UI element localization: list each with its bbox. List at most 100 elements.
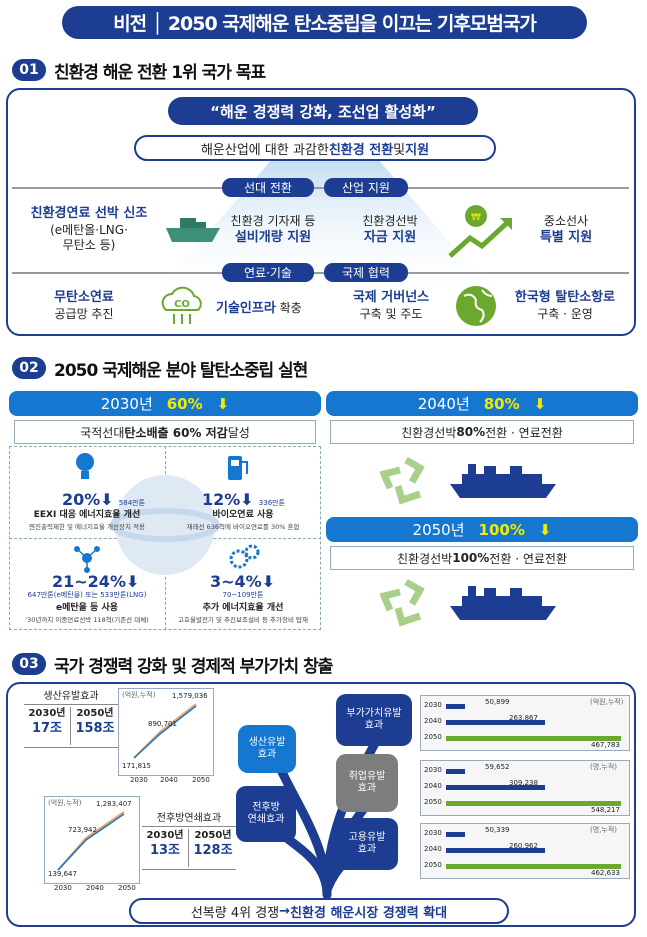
support-bold-1: 친환경 전환 xyxy=(328,142,394,158)
year-2040-header: 2040년 80% ⬇ xyxy=(326,391,638,416)
cell-emethanol-pct: 21~24%⬇ xyxy=(52,572,140,591)
section-number: 02 xyxy=(12,357,46,379)
growth-coin-icon: ₩ xyxy=(448,205,512,258)
section-3-header: 03 국가 경쟁력 강화 및 경제적 부가가치 창출 xyxy=(12,651,333,677)
bar-year-label: 2040 xyxy=(424,717,442,725)
bar xyxy=(446,848,545,853)
prod-effect-table: 2030년 17조 2050년 158조 xyxy=(24,704,118,748)
cell-emethanol-unit: 647만톤(e메탄올) 또는 533만톤(LNG) xyxy=(27,591,147,599)
svg-text:₩: ₩ xyxy=(471,212,481,223)
cell-bio-title: 바이오연료 사용 xyxy=(212,510,274,520)
year-2050-header: 2050년 100% ⬇ xyxy=(326,517,638,542)
cell-emethanol-note: '30년까지 이중연료선박 118척(기존선 대체) xyxy=(25,616,149,624)
cell-extra-unit: 70~109만톤 xyxy=(222,591,264,599)
chart-x-tick: 2040 xyxy=(86,884,104,892)
slogan-pill: “해운 경쟁력 강화, 조선업 활성화” xyxy=(168,97,478,125)
link-effect-title: 전후방연쇄효과 xyxy=(156,813,222,824)
cell-eexi-pct: 20%⬇ 584만톤 xyxy=(62,490,146,509)
support-text: 해운산업에 대한 과감한 xyxy=(200,142,329,158)
tree-linkage: 전후방 연쇄효과 xyxy=(236,786,296,842)
chart-unit: (억원,누적) xyxy=(48,799,82,807)
bar xyxy=(446,801,621,806)
cell-extra-title: 추가 에너지효율 개선 xyxy=(202,603,284,613)
tag-intl: 국제 협력 xyxy=(324,263,408,282)
link-effect-table: 2030년 13조 2050년 128조 xyxy=(142,826,236,870)
chart-label: 171,815 xyxy=(122,762,151,770)
chart-label: 1,283,407 xyxy=(96,800,132,808)
item-equipment: 친환경 기자재 등 설비개량 지원 xyxy=(230,214,316,245)
item-route: 한국형 탈탄소항로 구축 · 운영 xyxy=(514,290,616,321)
bar-chart-unit: (명,누적) xyxy=(590,826,618,834)
section-title: 친환경 해운 전환 1위 국가 목표 xyxy=(54,62,266,83)
cell-extra-note: 고효율발전기 및 추진보조설비 등 추가장비 탑재 xyxy=(178,616,308,624)
divider xyxy=(12,272,629,274)
section-title: 국가 경쟁력 강화 및 경제적 부가가치 창출 xyxy=(54,656,333,677)
gears-icon xyxy=(229,544,260,569)
bar xyxy=(446,704,465,709)
cell-eexi-title: EEXI 대응 에너지효율 개선 xyxy=(33,510,141,520)
cell-emethanol-title: e메탄올 등 사용 xyxy=(55,603,119,613)
chart-label: 890,701 xyxy=(148,720,177,728)
chart-label: 1,579,036 xyxy=(172,692,208,700)
bar-year-label: 2050 xyxy=(424,861,442,869)
bar-value-label: 50,339 xyxy=(485,826,510,834)
item-finance: 친환경선박 자금 지원 xyxy=(362,214,418,245)
co-label: CO xyxy=(174,299,190,310)
bar-year-label: 2040 xyxy=(424,782,442,790)
bottom-summary-pill: 선복량 4위 경쟁 → 친환경 해운시장 경쟁력 확대 xyxy=(129,898,509,924)
bar-value-label: 548,217 xyxy=(591,806,620,814)
cell-bio-pct: 12%⬇ 336만톤 xyxy=(202,490,286,509)
section-number: 03 xyxy=(12,653,46,675)
molecule-icon xyxy=(74,546,100,573)
bulb-icon xyxy=(76,453,94,479)
recycle-ship-illustration xyxy=(380,456,556,505)
ship-icon xyxy=(166,218,220,242)
fuel-pump-icon xyxy=(228,456,248,480)
bar-year-label: 2030 xyxy=(424,701,442,709)
bar-value-label: 309,238 xyxy=(509,779,538,787)
support-pill: 해운산업에 대한 과감한 친환경 전환 및 지원 xyxy=(134,135,496,161)
cell-bio-note: 재래선 636척에 바이오연료를 30% 혼합 xyxy=(186,523,300,531)
bar-value-label: 263,867 xyxy=(509,714,538,722)
bar xyxy=(446,736,621,741)
tree-value-added: 부가가치유발 효과 xyxy=(336,694,412,746)
link-mini-chart xyxy=(44,796,140,884)
chart-x-tick: 2040 xyxy=(160,776,178,784)
cell-eexi-note: 엔진출력제한 및 에너지효율 개선장치 적용 xyxy=(29,523,145,531)
globe-icon xyxy=(456,286,496,326)
bar xyxy=(446,832,465,837)
year-2050-goal: 친환경선박 100% 전환 · 연료전환 xyxy=(330,546,634,570)
recycle-ship-illustration xyxy=(380,578,556,627)
tag-industry: 산업 지원 xyxy=(324,178,408,197)
spotlight-graphic xyxy=(150,150,500,300)
globe-watermark xyxy=(110,475,220,575)
year-2030-header: 2030년 60% ⬇ xyxy=(9,391,321,416)
prod-effect-title: 생산유발효과 xyxy=(43,691,99,702)
prod-mini-chart xyxy=(118,688,214,776)
tree-hiring: 고용유발 효과 xyxy=(336,818,398,870)
bar-value-label: 462,633 xyxy=(591,869,620,877)
tag-fleet: 선대 전환 xyxy=(222,178,314,197)
link-mini-chart-line xyxy=(57,811,125,871)
item-infra: 기술인프라 확충 xyxy=(216,301,302,316)
chart-unit: (억원,누적) xyxy=(122,691,156,699)
bar xyxy=(446,720,545,725)
chart-label: 723,942 xyxy=(68,826,97,834)
item-new-ships: 친환경연료 선박 신조 (e메탄올·LNG· 무탄소 등) xyxy=(30,206,148,253)
section-title: 2050 국제해운 분야 탈탄소중립 실현 xyxy=(54,360,308,381)
bar-value-label: 50,899 xyxy=(485,698,510,706)
item-sme: 중소선사 특별 지원 xyxy=(539,214,593,245)
support-bold-2: 지원 xyxy=(405,142,430,158)
section-1-header: 01 친환경 해운 전환 1위 국가 목표 xyxy=(12,57,266,83)
bar-year-label: 2050 xyxy=(424,733,442,741)
section-2-header: 02 2050 국제해운 분야 탈탄소중립 실현 xyxy=(12,355,308,381)
bar-year-label: 2030 xyxy=(424,829,442,837)
cell-extra-pct: 3~4%⬇ xyxy=(210,572,276,591)
prod-mini-chart-line xyxy=(133,703,197,759)
item-governance: 국제 거버넌스 구축 및 주도 xyxy=(352,290,430,321)
chart-x-tick: 2050 xyxy=(192,776,210,784)
bar-year-label: 2030 xyxy=(424,766,442,774)
bar xyxy=(446,769,465,774)
item-fuel-supply: 무탄소연료 공급망 추진 xyxy=(54,290,114,321)
section-number: 01 xyxy=(12,59,46,81)
